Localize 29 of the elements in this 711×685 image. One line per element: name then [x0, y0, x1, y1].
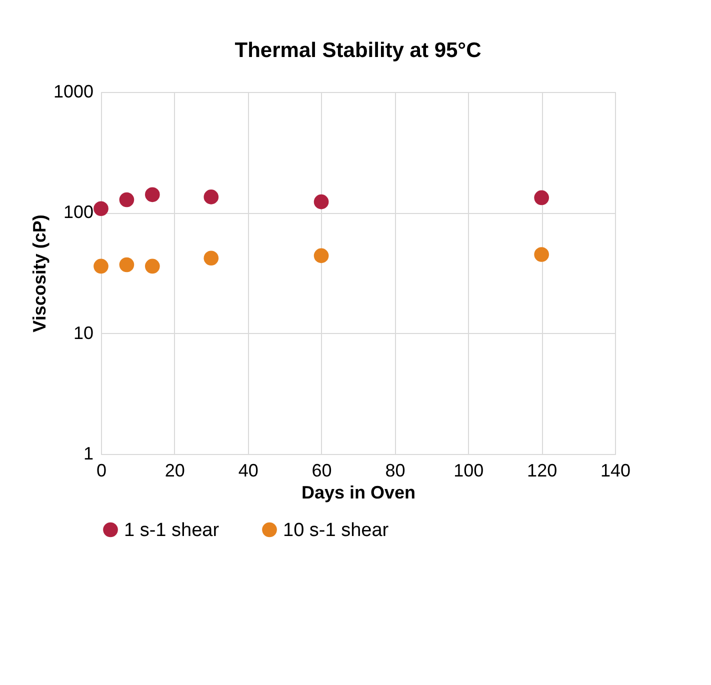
- y-axis-title: Viscosity (cP): [29, 214, 50, 332]
- legend-label: 1 s-1 shear: [124, 520, 220, 541]
- x-tick-label: 120: [527, 460, 558, 480]
- point: [314, 248, 329, 264]
- y-tick-label: 100: [63, 202, 94, 222]
- point: [204, 250, 219, 266]
- x-tick-label: 20: [164, 460, 185, 480]
- point: [119, 257, 134, 272]
- x-tick-label: 80: [385, 460, 406, 480]
- x-tick-label: 60: [312, 460, 332, 480]
- x-tick-label: 140: [600, 460, 631, 480]
- point: [534, 247, 549, 262]
- x-axis-title: Days in Oven: [301, 482, 416, 502]
- y-tick-label: 10: [73, 322, 94, 343]
- point: [144, 187, 160, 202]
- point: [144, 258, 160, 274]
- chart-title: Thermal Stability at 95°C: [234, 39, 482, 62]
- y-tick-label: 1: [83, 444, 94, 464]
- point: [204, 190, 219, 204]
- legend-label: 10 s-1 shear: [283, 520, 390, 541]
- x-tick-label: 100: [454, 460, 484, 480]
- y-tick-label: 1000: [53, 82, 94, 102]
- point: [314, 194, 329, 210]
- point: [94, 258, 108, 274]
- x-tick-label: 40: [238, 460, 258, 480]
- point: [119, 192, 134, 208]
- point: [534, 190, 549, 206]
- x-tick-label: 0: [96, 460, 107, 480]
- point: [94, 201, 108, 216]
